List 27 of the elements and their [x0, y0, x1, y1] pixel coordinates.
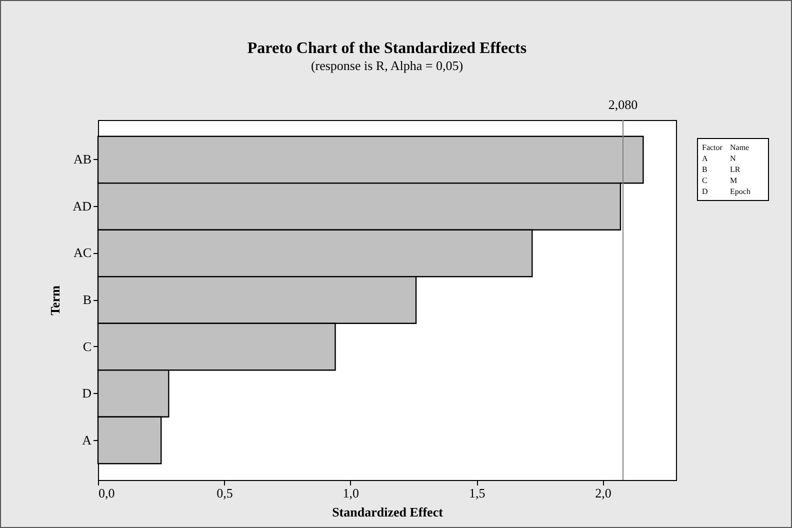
text: C: [702, 175, 708, 186]
y-tick-label: B: [82, 292, 92, 307]
text: D: [702, 186, 709, 197]
x-axis-title: Standardized Effect: [332, 504, 444, 520]
x-tick-label: 1,0: [342, 486, 360, 500]
y-tick-label: A: [82, 432, 92, 448]
x-tick-label: 1,5: [468, 486, 486, 500]
y-tick-label: AD: [72, 198, 92, 214]
x-tick-label: 0,5: [216, 486, 233, 500]
text: Factor: [702, 142, 724, 153]
x-tick-label: 2,0: [595, 486, 612, 500]
text: Name: [730, 142, 750, 153]
text: M: [730, 175, 738, 186]
ref-line-label: 2,080: [608, 97, 638, 112]
chart-subtitle: (response is R, Alpha = 0,05): [310, 58, 464, 73]
x-tick-label: 0,0: [98, 486, 115, 500]
text: LR: [730, 164, 742, 175]
chart-title: Pareto Chart of the Standardized Effects: [247, 40, 527, 57]
text: N: [730, 153, 737, 164]
y-tick-label: C: [82, 338, 92, 354]
y-tick-label: D: [82, 386, 92, 401]
y-tick-label: AC: [73, 245, 92, 260]
text: Epoch: [730, 186, 752, 197]
text: A: [702, 153, 709, 164]
y-tick-label: AB: [73, 152, 92, 167]
y-axis-title: Term: [48, 285, 63, 316]
text: B: [702, 164, 708, 175]
